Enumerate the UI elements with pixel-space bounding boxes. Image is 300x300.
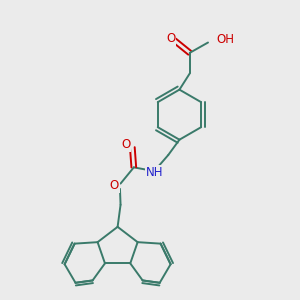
Text: O: O (166, 32, 176, 45)
Text: OH: OH (216, 33, 234, 46)
Text: O: O (110, 179, 119, 192)
Text: O: O (121, 139, 130, 152)
Text: NH: NH (146, 166, 163, 179)
